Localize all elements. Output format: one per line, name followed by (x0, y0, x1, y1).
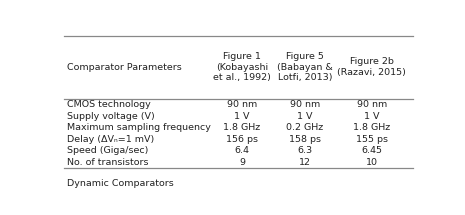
Text: Comparator Parameters: Comparator Parameters (67, 63, 182, 72)
Text: 158 ps: 158 ps (289, 135, 321, 144)
Text: Delay (ΔVₙ=1 mV): Delay (ΔVₙ=1 mV) (67, 135, 154, 144)
Text: 6.3: 6.3 (298, 146, 312, 155)
Text: 1 V: 1 V (297, 112, 313, 121)
Text: 6.4: 6.4 (234, 146, 249, 155)
Text: 90 nm: 90 nm (227, 100, 257, 109)
Text: 6.45: 6.45 (361, 146, 382, 155)
Text: 1 V: 1 V (234, 112, 250, 121)
Text: 155 ps: 155 ps (356, 135, 388, 144)
Text: Figure 5
(Babayan &
Lotfi, 2013): Figure 5 (Babayan & Lotfi, 2013) (277, 52, 333, 82)
Text: 0.2 GHz: 0.2 GHz (286, 123, 324, 132)
Text: Figure 1
(Kobayashi
et al., 1992): Figure 1 (Kobayashi et al., 1992) (213, 52, 271, 82)
Text: Speed (Giga/sec): Speed (Giga/sec) (67, 146, 148, 155)
Text: 12: 12 (299, 158, 311, 167)
Text: Dynamic Comparators: Dynamic Comparators (67, 179, 174, 187)
Text: 90 nm: 90 nm (357, 100, 387, 109)
Text: Figure 2b
(Razavi, 2015): Figure 2b (Razavi, 2015) (337, 57, 406, 77)
Text: Maximum sampling frequency: Maximum sampling frequency (67, 123, 211, 132)
Text: 156 ps: 156 ps (226, 135, 258, 144)
Text: 1.8 GHz: 1.8 GHz (353, 123, 390, 132)
Text: 10: 10 (365, 158, 378, 167)
Text: 1.8 GHz: 1.8 GHz (223, 123, 260, 132)
Text: No. of transistors: No. of transistors (67, 158, 149, 167)
Text: Supply voltage (V): Supply voltage (V) (67, 112, 155, 121)
Text: 9: 9 (239, 158, 245, 167)
Text: 1 V: 1 V (364, 112, 379, 121)
Text: CMOS technology: CMOS technology (67, 100, 151, 109)
Text: 90 nm: 90 nm (290, 100, 320, 109)
